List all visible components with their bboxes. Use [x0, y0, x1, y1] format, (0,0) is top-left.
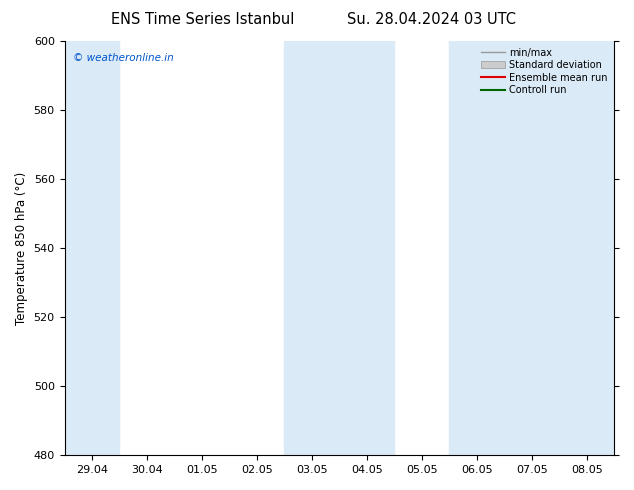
Text: © weatheronline.in: © weatheronline.in	[73, 53, 174, 64]
Y-axis label: Temperature 850 hPa (°C): Temperature 850 hPa (°C)	[15, 172, 28, 325]
Bar	[65, 41, 119, 455]
Legend: min/max, Standard deviation, Ensemble mean run, Controll run: min/max, Standard deviation, Ensemble me…	[479, 46, 609, 97]
Bar	[450, 41, 614, 455]
Bar	[285, 41, 394, 455]
Text: ENS Time Series Istanbul: ENS Time Series Istanbul	[111, 12, 295, 27]
Text: Su. 28.04.2024 03 UTC: Su. 28.04.2024 03 UTC	[347, 12, 515, 27]
